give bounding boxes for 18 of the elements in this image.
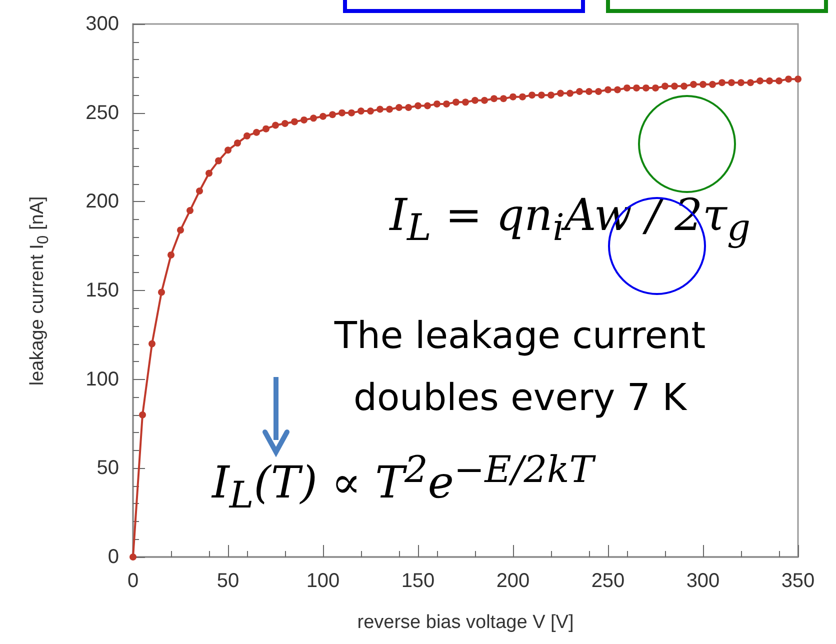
x-tick-label: 150 xyxy=(401,570,435,592)
y-tick-label: 300 xyxy=(86,13,119,35)
x-tick-label: 250 xyxy=(591,570,625,592)
y-tick-label: 250 xyxy=(86,102,119,124)
x-axis-title: reverse bias voltage V [V] xyxy=(356,612,575,634)
x-tick-label: 200 xyxy=(496,570,530,592)
x-tick-label: 300 xyxy=(686,570,720,592)
x-tick-label: 0 xyxy=(127,570,139,592)
x-tick-label: 50 xyxy=(216,570,240,592)
y-tick-label: 150 xyxy=(86,280,119,302)
annotation: I$_{L}$(T) ∝ T$^{2}$e$^{−E/2kT}$ xyxy=(212,448,597,516)
annotation: The leakage current doubles every 7 K xyxy=(333,313,707,421)
x-tick-label: 100 xyxy=(306,570,340,592)
y-tick-label: 0 xyxy=(108,546,119,568)
y-tick-label: 50 xyxy=(96,457,119,480)
y-tick-label: 200 xyxy=(86,190,119,213)
y-tick-label: 100 xyxy=(86,368,119,390)
x-tick-label: 350 xyxy=(781,570,815,592)
